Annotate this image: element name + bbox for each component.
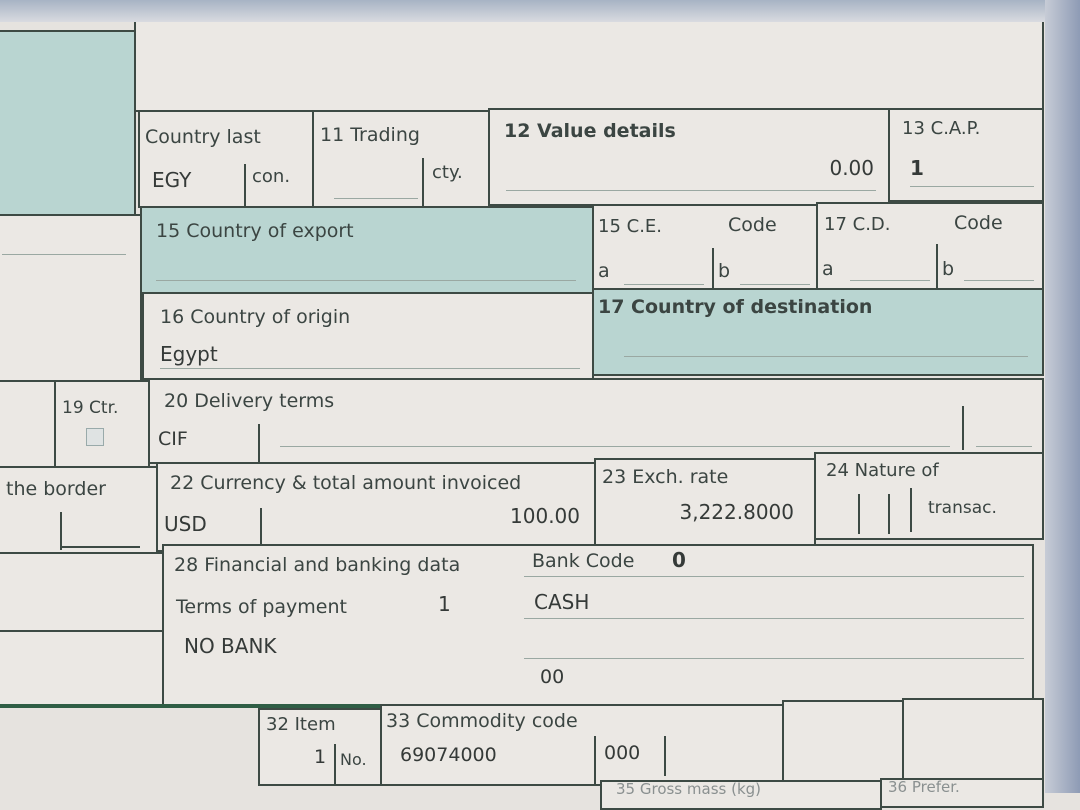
item-label: 32 Item xyxy=(266,714,336,735)
exch-rate-cell: 23 Exch. rate 3,222.8000 xyxy=(594,458,816,546)
commodity-value[interactable]: 69074000 xyxy=(400,744,497,766)
country-export-label: 15 Country of export xyxy=(156,220,354,242)
country-origin-cell: 16 Country of origin Egypt xyxy=(142,292,594,380)
ce-a-label: a xyxy=(598,260,610,282)
exch-rate-value[interactable]: 3,222.8000 xyxy=(679,500,794,524)
ce-label: 15 C.E. xyxy=(598,216,663,237)
delivery-terms-value[interactable]: CIF xyxy=(158,428,188,450)
value-details-label: 12 Value details xyxy=(504,120,676,142)
left-cell-6 xyxy=(0,552,164,632)
country-last-value[interactable]: EGY xyxy=(152,168,192,192)
gross-mass-label: 35 Gross mass (kg) xyxy=(616,780,762,798)
no-label: No. xyxy=(340,750,367,769)
bank-code-label: Bank Code xyxy=(532,550,635,572)
ce-code-cell: 15 C.E. Code a b xyxy=(592,204,818,292)
blank-cell-a xyxy=(782,700,904,782)
currency-cell: 22 Currency & total amount invoiced USD … xyxy=(156,462,596,552)
currency-value[interactable]: USD xyxy=(164,512,207,536)
left-teal-cell xyxy=(0,30,136,216)
left-cell-7 xyxy=(0,630,166,708)
transac-label: transac. xyxy=(928,498,997,518)
terms-of-payment-label: Terms of payment xyxy=(176,596,347,618)
trading-label: 11 Trading xyxy=(320,124,420,146)
gross-mass-cell: 35 Gross mass (kg) xyxy=(600,780,882,810)
con-label: con. xyxy=(252,166,291,187)
financial-extra-value[interactable]: 00 xyxy=(540,666,565,688)
screen-bezel-edge xyxy=(1045,0,1080,793)
value-details-cell: 12 Value details 0.00 xyxy=(488,108,890,206)
cd-label: 17 C.D. xyxy=(824,214,891,235)
ctr-cell: 19 Ctr. xyxy=(54,380,150,468)
border-label: the border xyxy=(6,478,106,500)
item-cell: 32 Item 1 No. xyxy=(258,708,382,786)
left-cell-4 xyxy=(0,380,56,468)
value-details-value[interactable]: 0.00 xyxy=(829,156,874,180)
bank-value[interactable]: NO BANK xyxy=(184,634,277,658)
cd-b-label: b xyxy=(942,258,955,280)
nature-label: 24 Nature of xyxy=(826,460,939,481)
commodity-suffix-value[interactable]: 000 xyxy=(604,742,641,764)
country-export-cell: 15 Country of export xyxy=(140,206,594,294)
nature-cell: 24 Nature of transac. xyxy=(814,452,1044,540)
ctr-checkbox[interactable] xyxy=(86,428,104,446)
exch-rate-label: 23 Exch. rate xyxy=(602,466,729,488)
ce-b-label: b xyxy=(718,260,731,282)
financial-label: 28 Financial and banking data xyxy=(174,554,461,576)
cd-a-label: a xyxy=(822,258,834,280)
country-destination-label: 17 Country of destination xyxy=(598,296,873,318)
top-blank-cell xyxy=(134,22,1044,112)
country-origin-value[interactable]: Egypt xyxy=(160,342,218,366)
country-last-cell: Country last EGY con. xyxy=(138,110,314,208)
window-top-edge xyxy=(0,0,1080,22)
financial-cell: 28 Financial and banking data Bank Code … xyxy=(162,544,1034,708)
delivery-terms-cell: 20 Delivery terms CIF xyxy=(148,378,1044,464)
blank-cell-b xyxy=(902,698,1044,780)
bank-code-value[interactable]: 0 xyxy=(672,548,686,572)
cd-code-label: Code xyxy=(954,212,1003,234)
ctr-label: 19 Ctr. xyxy=(62,398,119,418)
terms-of-payment-text[interactable]: CASH xyxy=(534,590,590,614)
prefer-label: 36 Prefer. xyxy=(888,778,960,796)
cap-label: 13 C.A.P. xyxy=(902,118,981,139)
commodity-cell: 33 Commodity code 69074000 000 xyxy=(380,704,784,786)
cd-code-cell: 17 C.D. Code a b xyxy=(816,202,1044,290)
country-origin-label: 16 Country of origin xyxy=(160,306,351,328)
delivery-terms-label: 20 Delivery terms xyxy=(164,390,335,412)
prefer-cell: 36 Prefer. xyxy=(880,778,1044,808)
item-value[interactable]: 1 xyxy=(314,746,327,768)
amount-invoiced-value[interactable]: 100.00 xyxy=(510,504,580,528)
country-destination-cell: 17 Country of destination xyxy=(592,288,1044,376)
cty-label: cty. xyxy=(432,162,463,183)
terms-of-payment-value[interactable]: 1 xyxy=(438,592,451,616)
cap-value[interactable]: 1 xyxy=(910,156,924,180)
border-cell: the border xyxy=(0,466,158,554)
trading-cell: 11 Trading cty. xyxy=(312,110,490,208)
country-last-label: Country last xyxy=(145,126,261,148)
currency-label: 22 Currency & total amount invoiced xyxy=(170,472,522,494)
commodity-label: 33 Commodity code xyxy=(386,710,578,732)
ce-code-label: Code xyxy=(728,214,777,236)
left-blank-cell xyxy=(0,214,142,382)
cap-cell: 13 C.A.P. 1 xyxy=(888,108,1044,202)
